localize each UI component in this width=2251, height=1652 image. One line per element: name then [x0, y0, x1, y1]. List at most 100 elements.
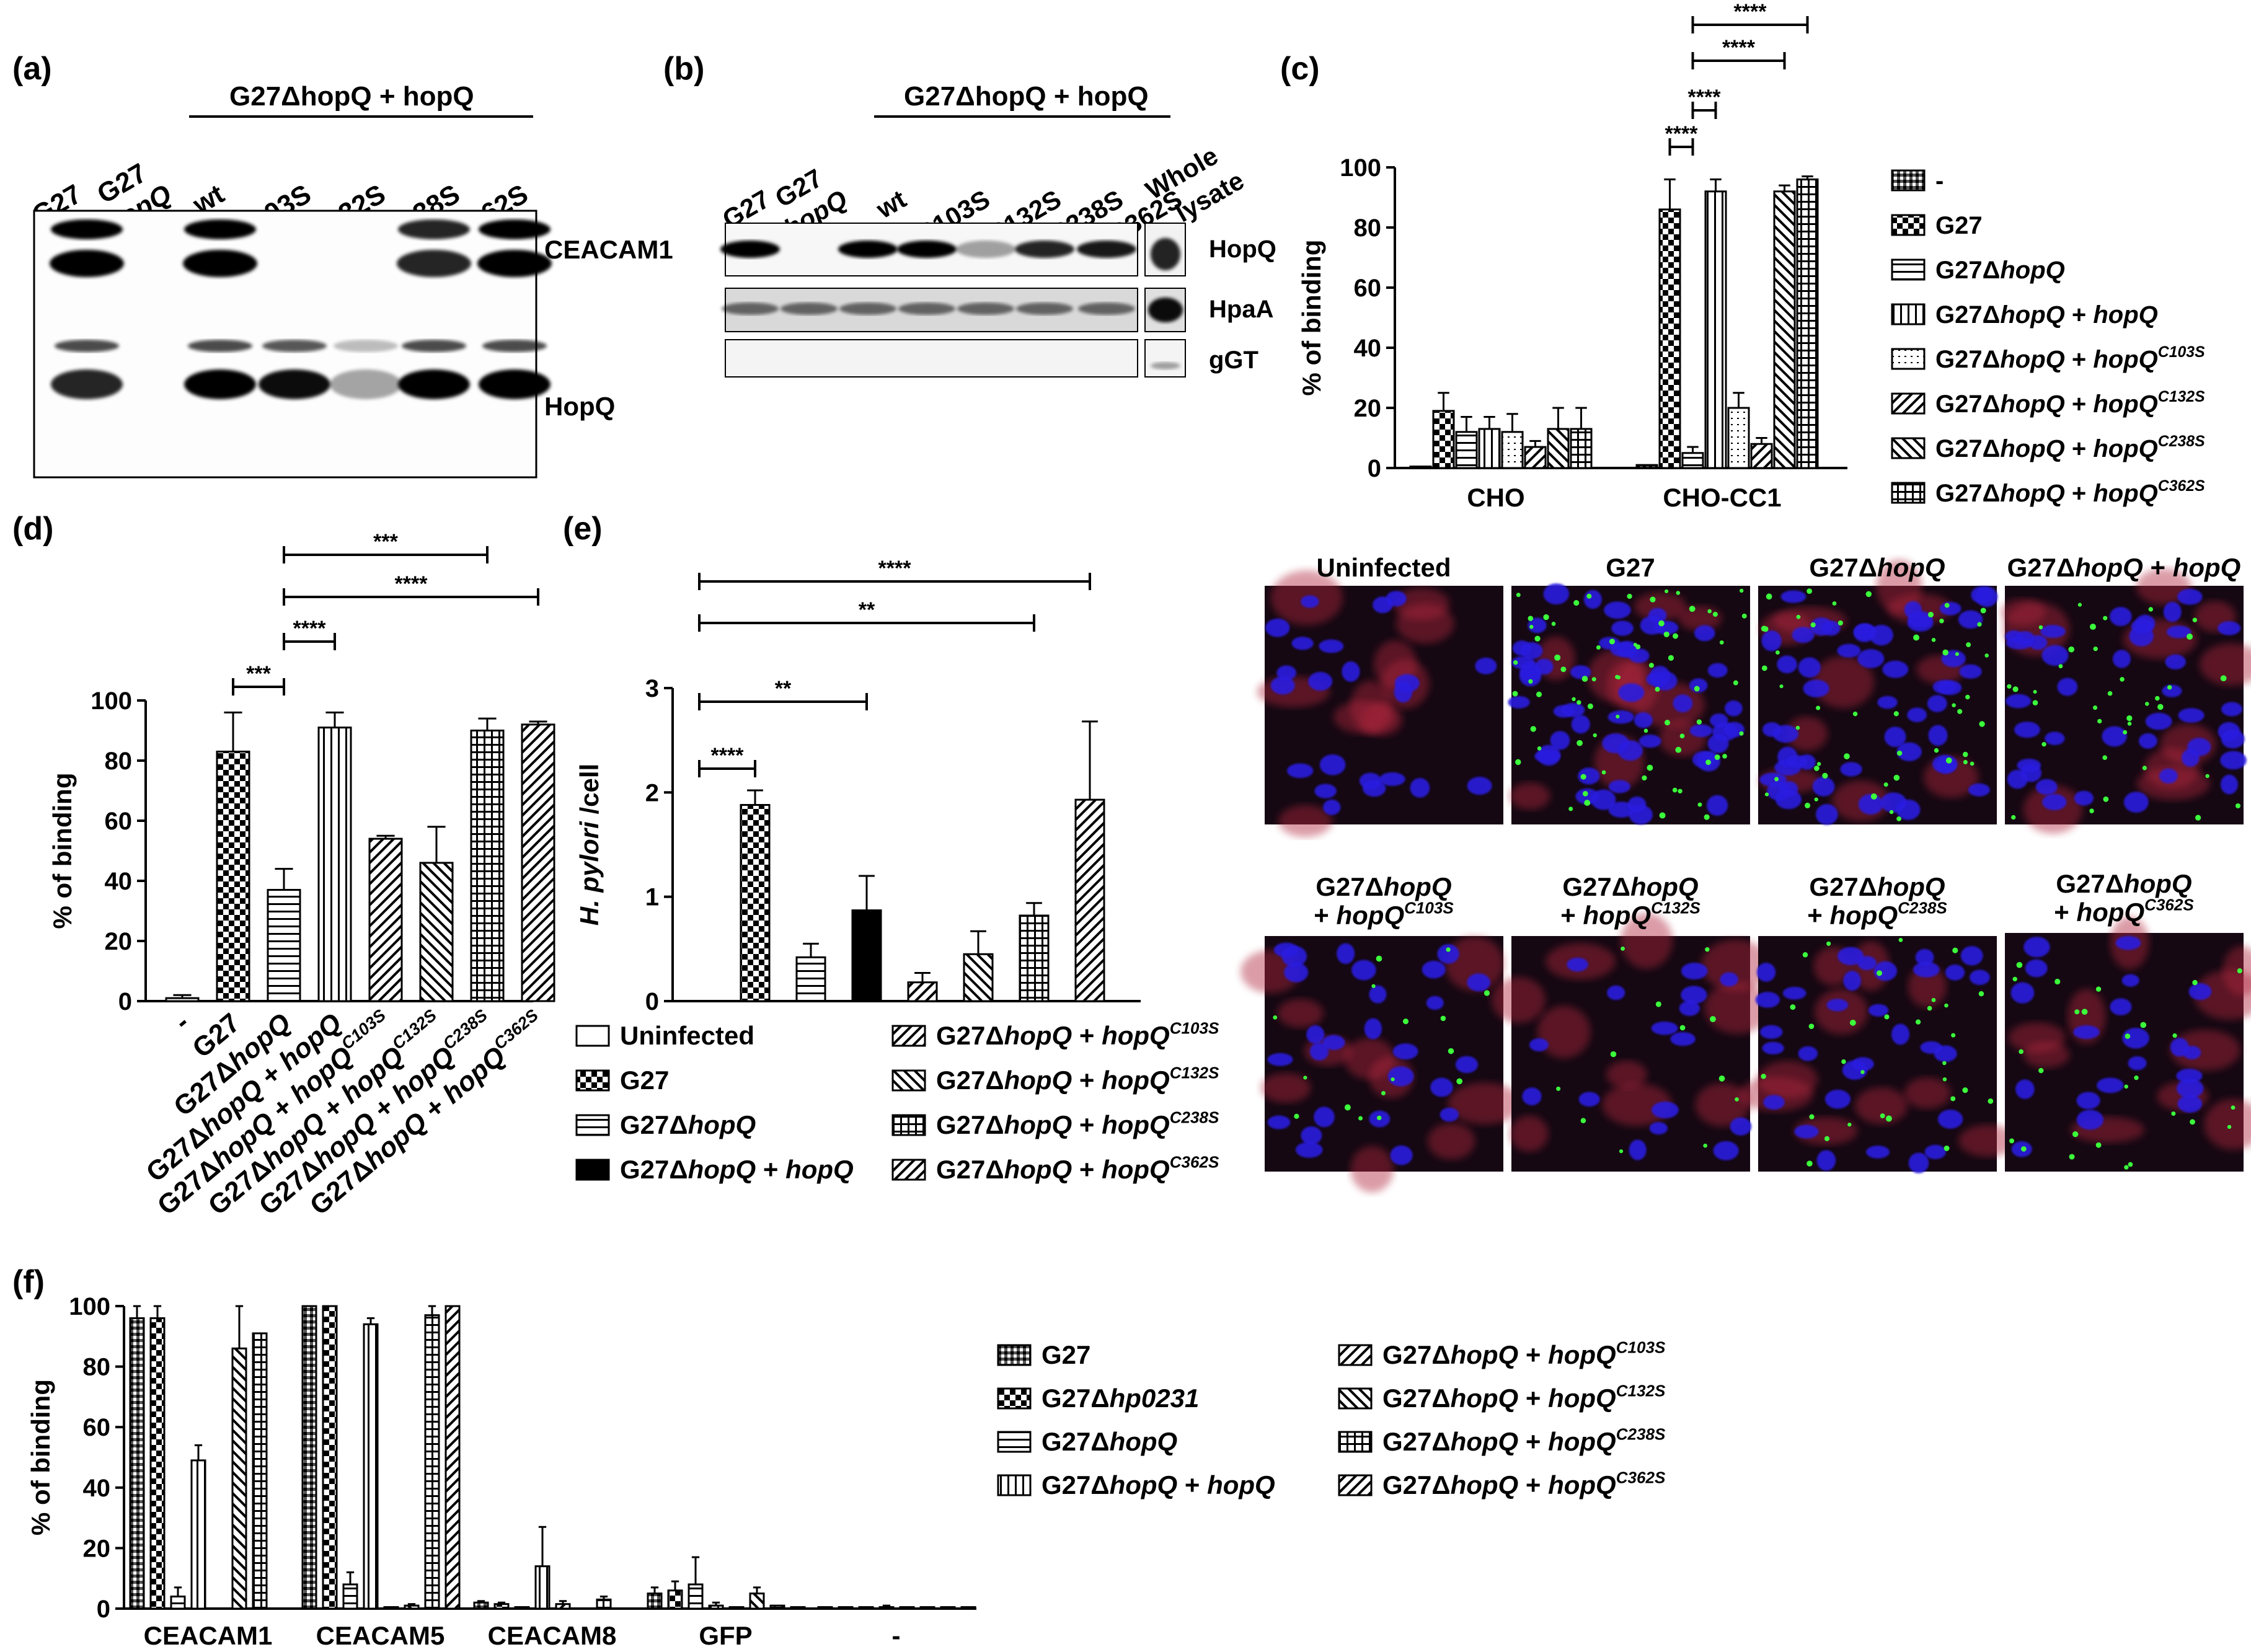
bacterium: [1814, 766, 1820, 771]
bacterium: [1619, 1149, 1624, 1154]
actin-stain: [1333, 700, 1396, 734]
nucleus: [2221, 702, 2242, 717]
label-span: G27Δ: [2056, 869, 2124, 898]
legend-swatch: [575, 1069, 610, 1092]
legend-label: G27: [1935, 212, 1983, 239]
y-tick-label: 40: [105, 868, 133, 895]
nucleus: [1970, 970, 1990, 985]
label-superscript: C132S: [2158, 389, 2205, 405]
label-span: G27Δ: [620, 1110, 688, 1139]
bar: [1019, 914, 1050, 1002]
nucleus: [1529, 1038, 1549, 1052]
legend-label: G27ΔhopQ + hopQ: [1935, 301, 2158, 329]
nucleus: [1520, 642, 1543, 660]
bacterium: [1376, 955, 1382, 962]
y-tick-label: 80: [83, 1354, 111, 1381]
label-span: G27: [1041, 1340, 1090, 1369]
label-span: G27Δ: [1935, 346, 2000, 373]
nucleus: [1410, 778, 1430, 798]
bacterium: [2220, 675, 2227, 682]
bacterium: [1774, 777, 1779, 782]
band-hopq: [720, 241, 780, 258]
significance-stars: ****: [1734, 0, 1767, 24]
band-hpaa: [1016, 303, 1073, 315]
bacterium: [1528, 679, 1533, 684]
bar: [1635, 464, 1658, 469]
bacterium: [1847, 1123, 1852, 1127]
band-hopq-main: [330, 369, 402, 399]
y-tick-label: 60: [83, 1414, 111, 1441]
legend-label: G27: [620, 1066, 669, 1095]
bacterium: [2074, 1009, 2080, 1015]
bacterium: [2127, 722, 2132, 726]
label-span: G27Δ: [1935, 435, 2000, 462]
label-span: hopQ: [2093, 435, 2157, 462]
bar: [708, 1604, 724, 1610]
label-superscript: C103S: [1616, 1338, 1666, 1356]
nucleus: [1369, 985, 1387, 1004]
label-span: hopQ: [2000, 301, 2064, 329]
label-span: hopQ: [785, 1155, 854, 1185]
legend-swatch: [1338, 1474, 1373, 1496]
nucleus: [1915, 948, 1934, 966]
nucleus: [2177, 588, 2203, 605]
bacterium: [1934, 748, 1939, 753]
bacterium: [2033, 689, 2037, 694]
nucleus: [1816, 1150, 1836, 1171]
legend-swatch: [891, 1069, 926, 1092]
bacterium: [1484, 990, 1490, 996]
nucleus: [1608, 780, 1630, 793]
actin-stain: [1278, 805, 1332, 837]
label-superscript: C103S: [1404, 898, 1454, 917]
actin-stain: [1815, 989, 1868, 1035]
nucleus: [2076, 1110, 2104, 1130]
nucleus: [2076, 1092, 2100, 1110]
bar: [1432, 410, 1455, 469]
nucleus: [1928, 725, 1948, 746]
legend-label: G27ΔhopQ + hopQC238S: [936, 1108, 1219, 1140]
nucleus: [1610, 642, 1636, 657]
label-span: hopQ: [688, 1155, 756, 1185]
panel-b-blots: [720, 223, 1186, 378]
bacterium: [2077, 603, 2082, 607]
y-tick-label: 1: [645, 884, 659, 911]
bar: [919, 1606, 935, 1610]
bar: [878, 1606, 895, 1610]
bacterium: [1703, 1143, 1707, 1148]
bar: [940, 1606, 956, 1610]
micrograph-1: [1257, 570, 1503, 837]
nucleus: [1838, 947, 1864, 965]
label-span: hopQ: [1583, 901, 1651, 930]
bacterium: [1761, 1074, 1766, 1079]
bacterium: [1446, 947, 1451, 952]
nucleus: [1608, 710, 1634, 724]
nucleus: [1363, 780, 1386, 797]
label-span: hopQ: [688, 1110, 756, 1140]
nucleus: [1267, 1053, 1293, 1066]
bacterium: [1739, 588, 1744, 593]
bacterium: [2054, 978, 2061, 985]
nucleus: [2165, 654, 2187, 669]
bacterium: [1621, 946, 1625, 951]
label-span: G27: [1935, 212, 1983, 239]
bacterium: [1802, 952, 1808, 958]
label-span: +: [1314, 901, 1336, 930]
bacterium: [1601, 770, 1606, 775]
nucleus: [1937, 1109, 1963, 1129]
label-span: +: [2143, 553, 2173, 582]
bacterium: [1944, 1146, 1950, 1151]
bar: [1478, 428, 1501, 469]
bacterium: [1696, 719, 1702, 725]
nucleus: [2128, 1056, 2147, 1071]
legend-label: G27ΔhopQ: [1935, 257, 2065, 284]
band-ceacam1-lower: [50, 250, 124, 277]
nucleus: [2166, 625, 2191, 638]
y-tick-label: 60: [1354, 275, 1382, 302]
legend-swatch: [1891, 392, 1926, 415]
bacterium: [1712, 611, 1718, 617]
label-superscript: C362S: [1170, 1152, 1219, 1171]
label-superscript: C132S: [1616, 1381, 1666, 1400]
nucleus: [1824, 1089, 1851, 1109]
label-span: +: [1518, 1384, 1548, 1413]
